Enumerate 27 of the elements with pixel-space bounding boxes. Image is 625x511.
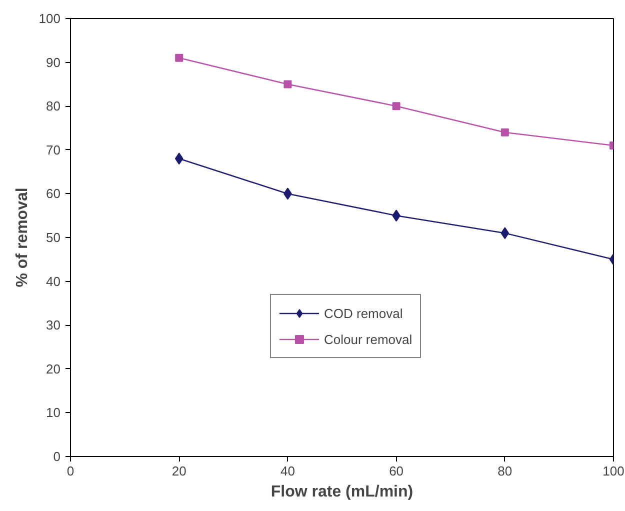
y-tick-label: 80 [46, 98, 61, 114]
y-tick-label: 50 [46, 230, 61, 245]
y-tick-label: 70 [46, 142, 61, 158]
y-tick-label: 10 [46, 405, 61, 420]
y-tick-label: 20 [46, 361, 61, 376]
y-tick-label: 90 [46, 54, 61, 70]
y-tick-label: 60 [46, 186, 61, 202]
point [175, 54, 184, 62]
point [500, 128, 509, 136]
x-tick-label: 100 [602, 464, 624, 478]
y-tick-label: 100 [38, 11, 61, 26]
y-tick-label: 30 [46, 318, 61, 333]
legend-label: COD removal [324, 306, 403, 320]
legend-label: Colour removal [324, 332, 412, 346]
y-axis-title: % of removal [14, 188, 31, 288]
x-tick-label: 20 [172, 464, 186, 478]
x-axis-title: Flow rate (mL/min) [270, 484, 414, 500]
x-tick-label: 60 [389, 464, 404, 478]
x-tick-label: 80 [498, 464, 512, 478]
point [174, 152, 184, 165]
point [392, 102, 400, 110]
x-tick-label: 0 [66, 464, 74, 478]
point [500, 227, 510, 240]
y-tick-label: 40 [46, 274, 61, 289]
y-tick-label: 0 [53, 449, 61, 464]
x-tick-label: 40 [280, 464, 295, 478]
point [284, 80, 292, 88]
